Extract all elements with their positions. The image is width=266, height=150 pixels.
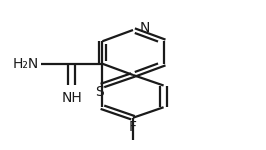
Text: H₂N: H₂N (12, 57, 39, 71)
Text: S: S (95, 84, 104, 99)
Text: F: F (129, 120, 137, 134)
Text: N: N (140, 21, 150, 36)
Text: NH: NH (61, 91, 82, 105)
